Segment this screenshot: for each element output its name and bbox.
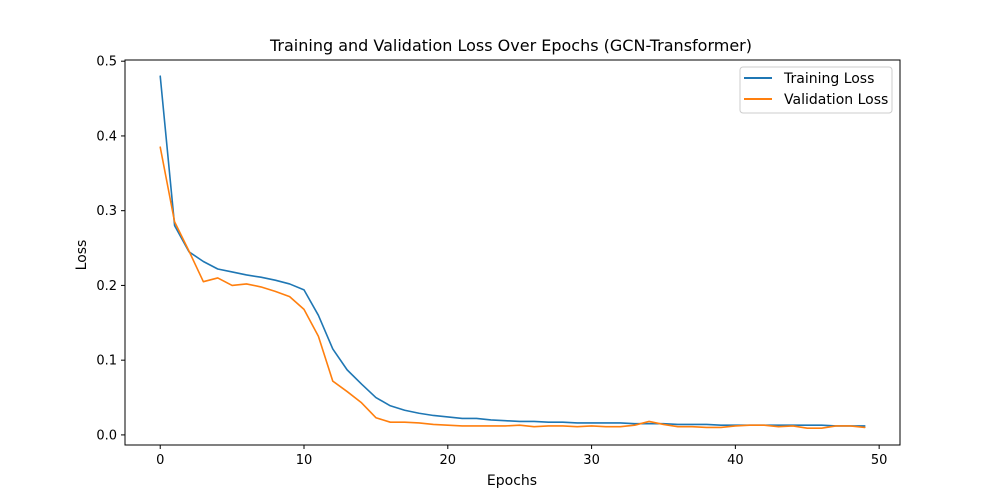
x-tick-label: 40 xyxy=(727,453,744,468)
chart-title: Training and Validation Loss Over Epochs… xyxy=(269,36,752,55)
plot-frame xyxy=(124,59,901,446)
x-tick-label: 20 xyxy=(440,453,457,468)
legend-label: Training Loss xyxy=(783,71,874,87)
x-axis: 0 10 20 30 40 50 xyxy=(156,445,887,468)
y-axis-label: Loss xyxy=(74,240,90,271)
x-tick-label: 0 xyxy=(156,453,164,468)
y-tick-label: 0.1 xyxy=(96,354,117,369)
x-tick-label: 30 xyxy=(583,453,600,468)
x-tick-label: 10 xyxy=(296,453,313,468)
legend: Training Loss Validation Loss xyxy=(739,66,893,114)
x-tick-label: 50 xyxy=(871,453,888,468)
y-tick-label: 0.2 xyxy=(96,279,117,294)
y-tick-label: 0.0 xyxy=(96,428,117,443)
series-line-validation-loss xyxy=(159,146,866,429)
y-tick-label: 0.3 xyxy=(96,204,117,219)
legend-label: Validation Loss xyxy=(784,92,888,108)
plot-area xyxy=(159,75,866,429)
legend-box xyxy=(739,66,893,114)
y-tick-label: 0.5 xyxy=(96,55,117,70)
y-axis: 0.0 0.1 0.2 0.3 0.4 0.5 xyxy=(96,55,125,443)
y-tick-label: 0.4 xyxy=(96,129,117,144)
x-axis-label: Epochs xyxy=(487,473,537,489)
